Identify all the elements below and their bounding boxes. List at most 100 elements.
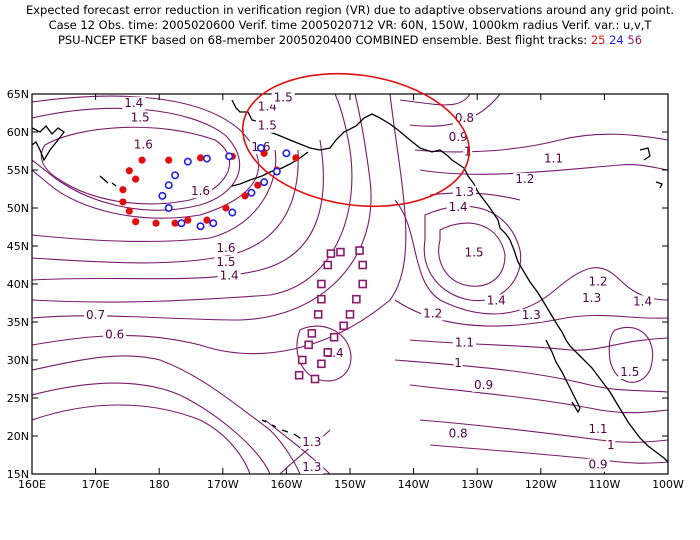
x-tick-label: 160E (18, 478, 46, 491)
track-red-point (119, 198, 127, 206)
y-tick-label: 60N (7, 126, 29, 139)
track-blue-point (171, 171, 180, 180)
y-tick-label: 25N (7, 392, 29, 405)
y-tick-label: 15N (7, 468, 29, 481)
contour-label-bg (586, 422, 610, 436)
track-blue-point (164, 204, 173, 213)
contour-label-bg (462, 246, 486, 260)
contour-line (32, 404, 251, 474)
title-line-2: Case 12 Obs. time: 2005020600 Verif. tim… (48, 18, 652, 32)
track-blue-point (209, 219, 218, 228)
contour-label: 1.3 (522, 308, 541, 322)
track-red-point (292, 154, 300, 162)
track-purple-point (323, 260, 333, 270)
contour-label: 1 (464, 145, 472, 159)
contour-label-bg (131, 138, 155, 152)
y-tick-label: 55N (7, 164, 29, 177)
track-red-point (165, 156, 173, 164)
contour-label-bg (214, 255, 238, 269)
contour-label: 1.4 (124, 96, 143, 110)
track-red-point (152, 219, 160, 227)
coastline-arctic-islands (639, 147, 663, 189)
contour-label-bg (463, 145, 473, 159)
contour-label: 1.4 (633, 294, 652, 308)
contour-label: 1.5 (216, 255, 235, 269)
track-blue-point (202, 154, 211, 163)
track-blue-point (177, 219, 186, 228)
contour-label: 0.6 (105, 328, 124, 342)
contour-label: 1.1 (588, 422, 607, 436)
contour-label: 0.7 (86, 308, 105, 322)
track-blue-point (225, 152, 234, 161)
track-label-purple: 56 (627, 33, 643, 47)
track-purple-point (294, 370, 304, 380)
track-red-point (138, 156, 146, 164)
contour-label: 1 (454, 356, 462, 370)
contour-label-bg (542, 152, 566, 166)
contour-label: 1.4 (487, 294, 506, 308)
track-red-point (125, 207, 133, 215)
contour-label: 1.6 (191, 184, 210, 198)
contour-line (32, 149, 277, 243)
contour-label: 0.9 (449, 130, 468, 144)
track-purple-point (358, 260, 368, 270)
contour-label: 1.5 (274, 91, 293, 105)
track-purple-point (358, 279, 368, 289)
contour-labels: 1.41.51.61.41.51.61.50.80.911.11.21.31.4… (84, 91, 655, 474)
y-tick-label: 30N (7, 354, 29, 367)
contour-label-bg (255, 119, 279, 133)
track-blue-point (260, 178, 269, 187)
y-tick-label: 50N (7, 202, 29, 215)
coastline-asia (32, 125, 65, 162)
contour-label-bg (453, 356, 463, 370)
x-tick-label: 120W (525, 478, 557, 491)
track-red-point (132, 218, 140, 226)
contour-line (419, 164, 668, 175)
track-purple-point (304, 340, 313, 350)
track-purple-point (317, 294, 326, 304)
contour-line (32, 139, 324, 281)
track-red-point (125, 167, 133, 175)
title-line-1: Expected forecast error reduction in ver… (25, 3, 675, 17)
contour-line (32, 382, 271, 474)
contour-label-bg (122, 96, 146, 110)
y-tick-label: 65N (7, 88, 29, 101)
y-tick-label: 35N (7, 316, 29, 329)
track-blue-point (282, 149, 291, 158)
title-line-3-text: PSU-NCEP ETKF based on 68-member 2005020… (57, 33, 591, 47)
contour-label-bg (300, 460, 324, 474)
track-blue-point (256, 143, 265, 152)
contour-label: 1.1 (455, 335, 474, 349)
contour-label: 0.8 (449, 427, 468, 441)
coastlines (32, 99, 668, 463)
contour-label-bg (214, 242, 238, 256)
flight-tracks (119, 143, 368, 384)
contour-label: 1.5 (464, 246, 483, 260)
track-label-blue: 24 (609, 33, 624, 47)
contour-label: 1.3 (455, 185, 474, 199)
contour-label: 1 (607, 438, 615, 452)
contour-label-bg (513, 172, 537, 186)
track-purple-point (329, 332, 339, 342)
contour-label-bg (446, 201, 470, 215)
track-blue-point (247, 188, 256, 197)
track-purple-point (339, 321, 348, 331)
contour-line (429, 444, 668, 464)
track-red-point (203, 216, 211, 224)
contour-line (423, 205, 522, 302)
track-red-point (254, 181, 262, 189)
coastline-kamchatka-islands (99, 175, 117, 187)
coastline-hawaii (261, 419, 312, 449)
contour-label: 1.4 (449, 200, 468, 214)
contour-label-bg (189, 185, 213, 199)
contour-label-bg (484, 294, 508, 308)
contour-label: 1.4 (220, 268, 239, 282)
contour-line (608, 326, 654, 383)
contour-line (438, 222, 506, 287)
contour-label-bg (452, 185, 476, 199)
contour-label-bg (421, 307, 445, 321)
contour-line (394, 199, 668, 315)
title-line-3: PSU-NCEP ETKF based on 68-member 2005020… (0, 33, 700, 47)
coastline-baja (545, 339, 581, 414)
